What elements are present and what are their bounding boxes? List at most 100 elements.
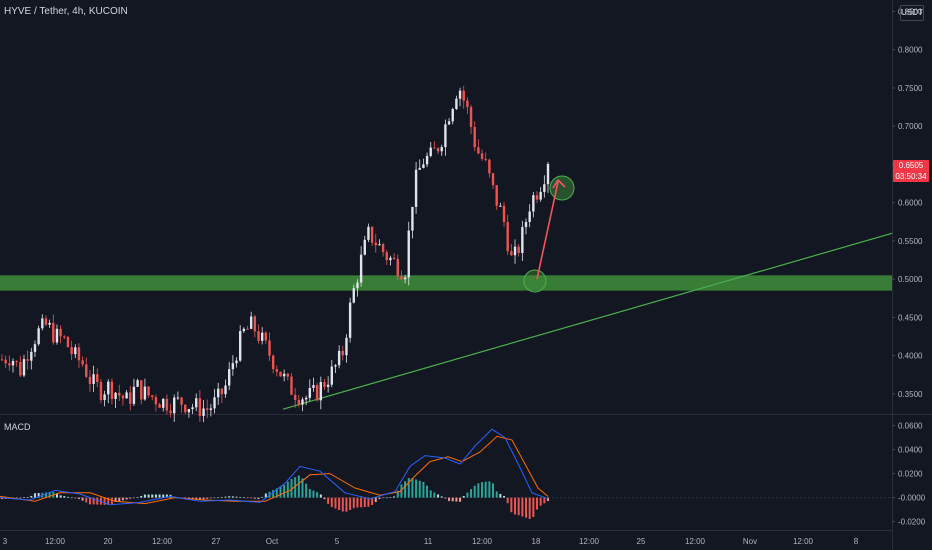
candle-body <box>323 382 326 387</box>
macd-histogram-bar <box>352 497 355 509</box>
candle-body <box>260 332 264 341</box>
macd-histogram-bar <box>191 497 194 500</box>
macd-histogram-bar <box>279 486 282 498</box>
macd-histogram-bar <box>514 497 517 515</box>
macd-line <box>0 428 549 506</box>
candle-body <box>176 397 180 399</box>
candle-body <box>396 258 399 277</box>
macd-histogram-bar <box>444 497 447 499</box>
bar-countdown: 03:50:34 <box>895 172 927 181</box>
candlestick-series <box>0 85 550 423</box>
candle-body <box>539 191 542 200</box>
macd-histogram-bar <box>492 483 495 498</box>
macd-histogram-bar <box>448 497 451 502</box>
macd-histogram-bar <box>462 495 465 498</box>
candle-body <box>48 322 51 325</box>
candle-body <box>249 316 253 329</box>
macd-histogram-bar <box>15 497 18 499</box>
macd-histogram-bar <box>96 497 99 505</box>
candle-body <box>473 127 476 148</box>
macd-histogram-bar <box>349 497 352 510</box>
macd-indicator-label[interactable]: MACD <box>4 422 31 432</box>
time-tick-label: 25 <box>637 537 646 546</box>
candle-body <box>4 359 7 364</box>
time-tick-label: 12:00 <box>793 537 814 546</box>
macd-histogram-bar <box>323 497 326 500</box>
candle-body <box>293 394 297 400</box>
macd-histogram-bar <box>536 497 539 510</box>
candle-body <box>129 392 132 404</box>
macd-histogram-bar <box>250 497 253 499</box>
macd-histogram-bar <box>121 497 124 501</box>
time-tick-label: Oct <box>266 537 279 546</box>
candle-body <box>173 397 176 414</box>
candle-body <box>403 277 407 280</box>
macd-histogram-bar <box>110 497 113 504</box>
macd-tick-label: 0.0400 <box>898 446 923 455</box>
candle-body <box>140 380 143 400</box>
candle-body <box>37 328 40 345</box>
candle-body <box>26 359 29 361</box>
candle-body <box>407 230 410 278</box>
candle-body <box>114 392 117 399</box>
macd-histogram-bar <box>261 496 264 498</box>
candle-body <box>0 359 4 361</box>
candle-body <box>224 385 227 395</box>
macd-histogram-bar <box>466 492 469 498</box>
bounce-circle <box>523 269 547 293</box>
macd-histogram-bar <box>125 497 128 500</box>
macd-histogram-bar <box>459 497 462 502</box>
candle-body <box>195 398 198 408</box>
time-tick-label: Nov <box>743 537 757 546</box>
symbol-title[interactable]: HYVE / Tether, 4h, KUCOIN <box>4 6 128 17</box>
candle-body <box>162 398 165 408</box>
arrow-shaft <box>536 181 559 280</box>
time-tick-label: 12:00 <box>579 537 600 546</box>
macd-histogram-bar <box>532 497 535 518</box>
macd-histogram-bar <box>341 497 344 512</box>
currency-button[interactable]: USDT <box>900 5 924 21</box>
candle-body <box>477 147 480 154</box>
macd-histogram-bar <box>48 492 51 498</box>
candle-body <box>356 282 359 289</box>
time-tick-label: 12:00 <box>472 537 493 546</box>
candle-body <box>165 398 169 411</box>
macd-histogram-bar <box>22 497 25 498</box>
macd-histogram-bar <box>88 497 91 505</box>
macd-histogram-bar <box>202 497 205 500</box>
macd-histogram-bar <box>528 497 531 520</box>
candle-body <box>469 107 473 128</box>
macd-histogram-bar <box>360 497 363 508</box>
time-tick-label: 18 <box>532 537 541 546</box>
candle-body <box>495 185 498 206</box>
macd-histogram-bar <box>140 495 143 498</box>
macd-histogram-bar <box>33 493 36 498</box>
candle-body <box>517 246 520 254</box>
macd-histogram-bar <box>437 494 440 498</box>
macd-histogram-bar <box>305 483 308 498</box>
price-tick-label: 0.5500 <box>898 237 923 246</box>
candle-body <box>381 244 385 253</box>
candle-body <box>238 331 242 361</box>
macd-histogram-bar <box>242 497 245 499</box>
candle-body <box>315 385 319 401</box>
macd-histogram-bar <box>389 497 392 498</box>
candle-body <box>440 147 443 152</box>
macd-histogram-bar <box>107 497 110 505</box>
macd-histogram-bar <box>132 497 135 499</box>
macd-histogram-bar <box>415 479 418 498</box>
macd-histogram-bar <box>264 493 267 498</box>
macd-histogram-bar <box>290 478 293 498</box>
macd-histogram-bar <box>257 497 260 500</box>
candle-body <box>147 386 150 396</box>
candle-body <box>8 363 11 366</box>
macd-histogram-bar <box>224 496 227 498</box>
macd-histogram-bar <box>246 497 249 499</box>
candle-body <box>217 388 220 398</box>
macd-histogram-bar <box>220 497 223 498</box>
candle-body <box>213 397 216 409</box>
candle-body <box>11 361 15 366</box>
time-tick-label: 27 <box>212 537 221 546</box>
